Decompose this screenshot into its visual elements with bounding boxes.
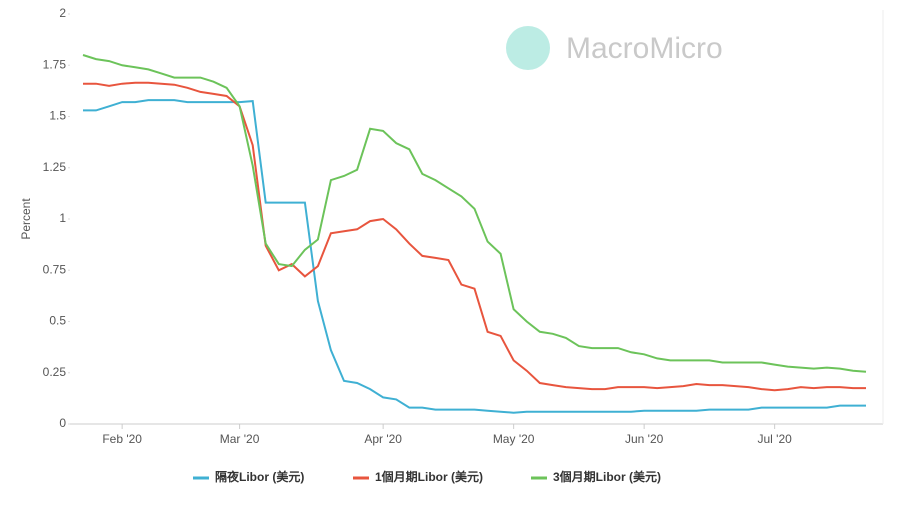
- series-line: [83, 81, 866, 392]
- y-tick-label: 0.5: [49, 314, 66, 328]
- y-tick-label: 0.25: [43, 365, 67, 379]
- x-tick-label: Mar '20: [220, 432, 260, 446]
- series-line: [82, 54, 867, 373]
- y-tick-label: 1.75: [43, 57, 67, 71]
- legend-label: 3個月期Libor (美元): [553, 469, 661, 484]
- x-tick-label: Jun '20: [625, 432, 664, 446]
- y-axis-label: Percent: [19, 198, 33, 240]
- x-tick-label: Feb '20: [102, 432, 142, 446]
- y-tick-label: 1.5: [49, 109, 66, 123]
- y-tick-label: 1: [59, 211, 66, 225]
- x-tick-label: Apr '20: [364, 432, 402, 446]
- y-tick-label: 0: [59, 416, 66, 430]
- x-tick-label: May '20: [493, 432, 535, 446]
- y-tick-label: 2: [59, 6, 66, 20]
- y-tick-label: 0.75: [43, 262, 67, 276]
- legend-label: 1個月期Libor (美元): [375, 469, 483, 484]
- series-line: [83, 99, 866, 414]
- x-tick-label: Jul '20: [757, 432, 792, 446]
- y-tick-label: 1.25: [43, 160, 67, 174]
- watermark: MacroMicro: [566, 32, 723, 65]
- legend-label: 隔夜Libor (美元): [215, 469, 304, 484]
- watermark-logo: [506, 26, 550, 70]
